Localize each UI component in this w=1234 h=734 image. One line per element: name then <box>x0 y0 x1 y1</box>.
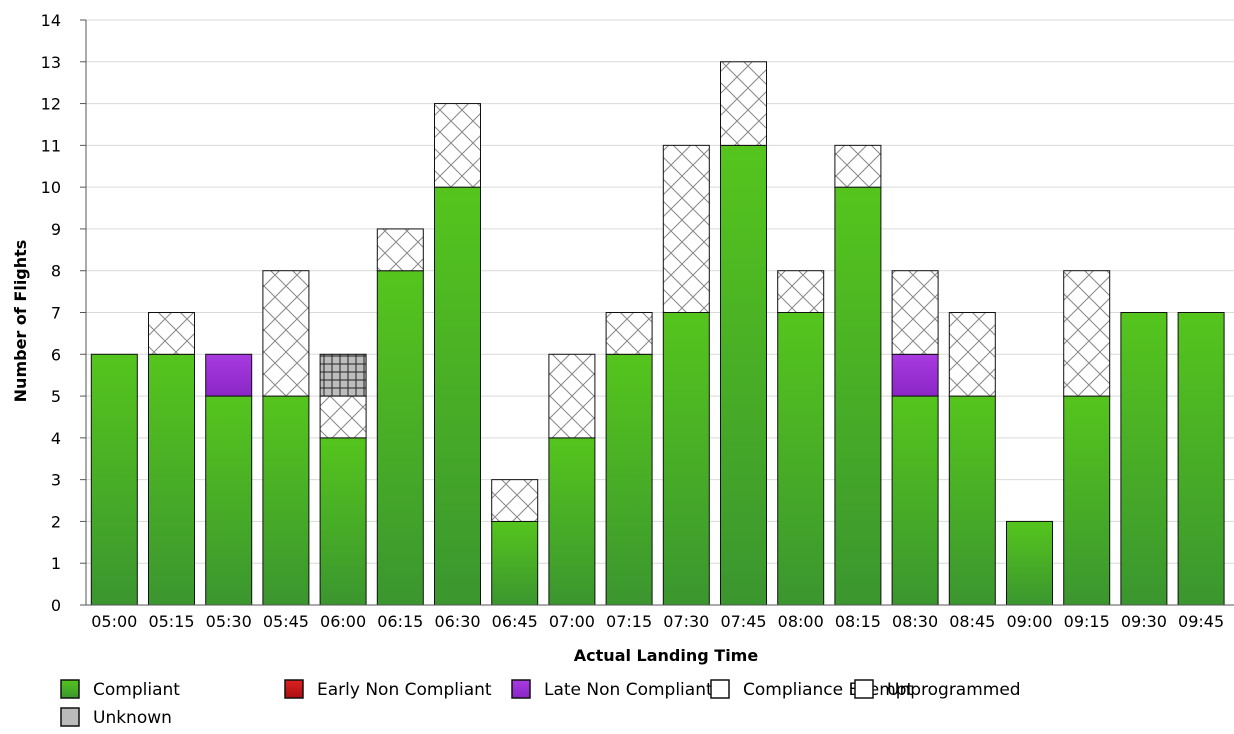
bar-segment <box>1063 270 1111 397</box>
y-tick-label: 12 <box>41 95 61 114</box>
x-tick-label: 07:00 <box>549 612 595 631</box>
bar-segment <box>777 270 825 314</box>
legend-label: Early Non Compliant <box>317 680 492 700</box>
x-tick-label: 06:15 <box>377 612 423 631</box>
x-tick-label: 08:15 <box>835 612 881 631</box>
bar-segment <box>434 186 481 606</box>
x-tick-label: 09:45 <box>1178 612 1224 631</box>
bar-segment <box>720 61 767 146</box>
bar-segment <box>376 270 424 606</box>
bar-segment <box>90 353 138 606</box>
y-tick-label: 11 <box>41 136 61 155</box>
y-tick-label: 1 <box>51 554 61 573</box>
bar-segment <box>1063 395 1111 606</box>
y-tick-label: 13 <box>41 53 61 72</box>
y-tick-label: 7 <box>51 304 61 323</box>
y-tick-label: 14 <box>41 11 61 30</box>
bars: 05:00 05:15 05:30 05:45 06:00 06:15 06:30 06:45… <box>90 61 1225 631</box>
x-tick-label: 07:15 <box>606 612 652 631</box>
bar-segment <box>491 520 539 606</box>
x-tick-label: 05:15 <box>148 612 194 631</box>
x-tick-label: 09:30 <box>1121 612 1167 631</box>
bar-segment <box>548 437 596 606</box>
bar-segment <box>319 395 367 439</box>
legend-label: Late Non Compliant <box>544 680 713 700</box>
bar-segment <box>148 312 195 355</box>
legend-label: Compliant <box>93 680 180 700</box>
legend: Compliant Early Non Compliant Late Non Com… <box>60 679 1021 728</box>
x-tick-label: 06:30 <box>434 612 480 631</box>
bar-segment <box>1006 520 1053 606</box>
legend-swatch <box>854 679 874 699</box>
bar-segment <box>662 312 710 606</box>
y-tick-label: 10 <box>41 178 61 197</box>
bar-segment <box>319 353 367 397</box>
x-tick-label: 06:45 <box>492 612 538 631</box>
legend-swatch <box>60 707 80 727</box>
y-tick-label: 9 <box>51 220 61 239</box>
bar-segment <box>376 228 424 272</box>
x-tick-label: 08:00 <box>778 612 824 631</box>
bar-segment <box>148 353 195 606</box>
bar-segment <box>834 186 882 606</box>
bar-segment <box>1120 312 1168 606</box>
bar-segment <box>605 312 653 355</box>
legend-swatch <box>284 679 304 699</box>
x-tick-label: 05:30 <box>206 612 252 631</box>
bar-segment <box>319 437 367 606</box>
bar-segment <box>548 353 596 439</box>
bar-segment <box>605 353 653 606</box>
bar-segment <box>891 395 939 606</box>
legend-swatch <box>710 679 730 699</box>
legend-swatch <box>60 679 80 699</box>
y-axis-title: Number of Flights <box>11 240 30 403</box>
bar-segment <box>205 395 253 606</box>
y-tick-label: 2 <box>51 512 61 531</box>
x-tick-label: 08:45 <box>949 612 995 631</box>
y-tick-label: 6 <box>51 345 61 364</box>
bar-segment <box>434 103 481 188</box>
x-tick-label: 06:00 <box>320 612 366 631</box>
x-tick-label: 05:00 <box>91 612 137 631</box>
y-tick-label: 5 <box>51 387 61 406</box>
y-tick-label: 3 <box>51 471 61 490</box>
x-tick-label: 07:30 <box>663 612 709 631</box>
x-axis-title: Actual Landing Time <box>574 646 759 665</box>
x-tick-label: 07:45 <box>720 612 766 631</box>
bar-segment <box>262 270 310 397</box>
bar-segment <box>948 312 996 397</box>
bar-segment <box>262 395 310 606</box>
bar-segment <box>948 395 996 606</box>
bar-segment <box>891 270 939 355</box>
bar-segment <box>205 353 253 397</box>
legend-label: Unknown <box>93 708 172 728</box>
x-tick-label: 08:30 <box>892 612 938 631</box>
bar-segment <box>834 144 882 188</box>
legend-label: Unprogrammed <box>887 680 1021 700</box>
y-tick-label: 8 <box>51 262 61 281</box>
bar-segment <box>720 144 767 606</box>
x-tick-label: 09:15 <box>1064 612 1110 631</box>
x-tick-label: 09:00 <box>1006 612 1052 631</box>
bar-segment <box>777 312 825 606</box>
y-tick-label: 0 <box>51 596 61 615</box>
bar-segment <box>1177 312 1225 606</box>
legend-swatch <box>511 679 531 699</box>
x-tick-label: 05:45 <box>263 612 309 631</box>
bar-segment <box>662 144 710 313</box>
bar-segment <box>891 353 939 397</box>
y-tick-label: 4 <box>51 429 61 448</box>
bar-segment <box>491 479 539 522</box>
